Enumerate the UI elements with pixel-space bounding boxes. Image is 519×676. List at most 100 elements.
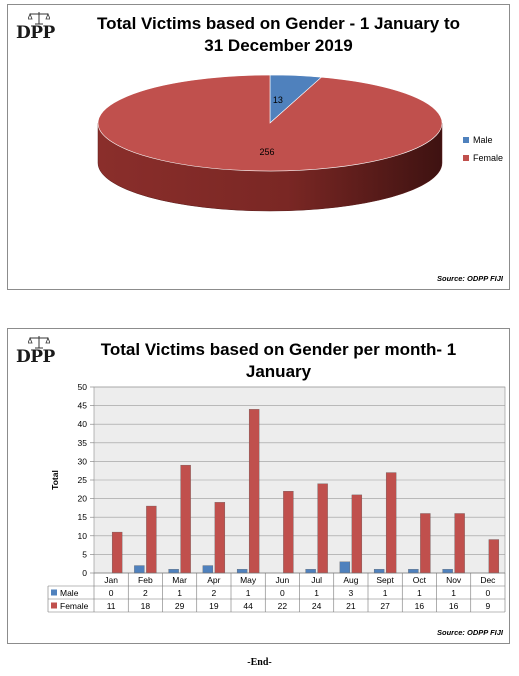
bar-female-sept [385, 472, 397, 574]
x-category-label: Oct [413, 575, 427, 585]
scales-of-justice-icon [28, 336, 50, 349]
pie-chart-title: Total Victims based on Gender - 1 Januar… [68, 13, 489, 57]
bar-female-jul [317, 483, 328, 574]
bar-male-apr [202, 565, 214, 574]
pie-slice-female [97, 74, 443, 172]
y-tick-label: 10 [78, 531, 88, 541]
dpp-logo: DPP [16, 11, 60, 45]
bar-male-may [236, 569, 248, 574]
y-tick-label: 40 [78, 419, 88, 429]
table-value-female: 21 [346, 601, 356, 611]
table-value-male: 0 [280, 588, 285, 598]
table-value-female: 9 [486, 601, 491, 611]
legend-swatch-female [463, 155, 469, 161]
end-footer: -End- [247, 657, 272, 668]
x-category-label: Feb [138, 575, 153, 585]
y-tick-label: 30 [78, 456, 88, 466]
bar-source: Source: ODPP FIJI [437, 628, 503, 637]
pie-data-label-male: 13 [273, 95, 283, 105]
bar-female-mar [180, 464, 191, 574]
bar-male-aug [339, 561, 351, 574]
y-tick-label: 50 [78, 382, 88, 392]
bar-female-oct [420, 513, 431, 574]
table-value-female: 16 [449, 601, 459, 611]
table-series-name: Female [60, 601, 89, 611]
table-value-male: 1 [314, 588, 319, 598]
table-value-female: 18 [141, 601, 151, 611]
y-tick-label: 20 [78, 494, 88, 504]
bar-female-aug [351, 494, 363, 574]
x-category-label: Aug [343, 575, 358, 585]
logo-text: DPP [16, 347, 55, 367]
logo-text: DPP [16, 23, 55, 43]
pie-title-line-1: Total Victims based on Gender - 1 Januar… [96, 14, 461, 33]
y-axis-label: Total [50, 470, 60, 490]
table-value-female: 29 [175, 601, 185, 611]
pie-legend: Male Female [463, 131, 503, 167]
x-category-label: Mar [172, 575, 187, 585]
table-value-male: 1 [246, 588, 251, 598]
table-value-female: 22 [278, 601, 288, 611]
y-tick-label: 5 [82, 549, 87, 559]
y-tick-label: 45 [78, 401, 88, 411]
bar-male-sept [373, 569, 385, 574]
bar-female-may [248, 409, 260, 574]
bar-male-feb [134, 565, 145, 574]
x-category-label: Nov [446, 575, 462, 585]
table-value-male: 2 [143, 588, 148, 598]
bar-chart-panel: DPP Total Victims based on Gender per mo… [7, 328, 510, 644]
y-tick-label: 35 [78, 438, 88, 448]
table-value-female: 11 [107, 601, 116, 611]
legend-item-female: Female [463, 149, 503, 167]
x-category-label: Jun [276, 575, 290, 585]
pie-chart-panel: DPP Total Victims based on Gender - 1 Ja… [7, 4, 510, 290]
y-tick-label: 15 [78, 512, 88, 522]
bar-female-nov [454, 513, 465, 574]
x-category-label: Jan [104, 575, 118, 585]
legend-label-male: Male [473, 135, 493, 145]
table-value-male: 2 [212, 588, 217, 598]
table-value-female: 24 [312, 601, 322, 611]
bar-female-jan [111, 531, 123, 574]
dpp-logo-2: DPP [16, 335, 60, 369]
table-value-male: 0 [109, 588, 114, 598]
table-value-male: 3 [349, 588, 354, 598]
table-value-male: 1 [417, 588, 422, 598]
table-value-female: 44 [243, 601, 253, 611]
legend-swatch-male [463, 137, 469, 143]
table-value-female: 27 [380, 601, 390, 611]
bar-male-jul [305, 569, 316, 574]
x-category-label: May [240, 575, 257, 585]
table-value-male: 1 [451, 588, 456, 598]
y-tick-label: 0 [82, 568, 87, 578]
scales-of-justice-icon [28, 12, 50, 25]
bar-female-apr [214, 502, 226, 574]
pie-chart: 13 256 [97, 74, 443, 212]
x-category-label: Dec [480, 575, 496, 585]
pie-data-label-female: 256 [259, 147, 274, 157]
x-category-label: Sept [376, 575, 394, 585]
bar-title-line-1: Total Victims based on Gender per month-… [100, 340, 457, 381]
x-category-label: Jul [311, 575, 322, 585]
table-series-name: Male [60, 588, 79, 598]
pie-title-line-2: 31 December 2019 [204, 36, 353, 55]
pie-source: Source: ODPP FIJI [437, 274, 503, 283]
legend-label-female: Female [473, 153, 504, 163]
table-value-male: 1 [177, 588, 182, 598]
table-value-female: 19 [209, 601, 219, 611]
y-tick-label: 25 [78, 475, 88, 485]
data-table [47, 572, 506, 613]
bar-male-mar [168, 569, 179, 574]
table-value-female: 16 [415, 601, 425, 611]
bar-female-feb [146, 505, 157, 574]
legend-item-male: Male [463, 131, 503, 149]
bar-male-nov [442, 569, 453, 574]
table-value-male: 0 [486, 588, 491, 598]
table-swatch-male [51, 589, 57, 596]
table-value-male: 1 [383, 588, 388, 598]
bar-female-jun [283, 491, 294, 574]
table-swatch-female [51, 602, 57, 609]
bar-female-dec [488, 539, 500, 574]
bar-male-oct [408, 569, 419, 574]
x-category-label: Apr [207, 575, 220, 585]
